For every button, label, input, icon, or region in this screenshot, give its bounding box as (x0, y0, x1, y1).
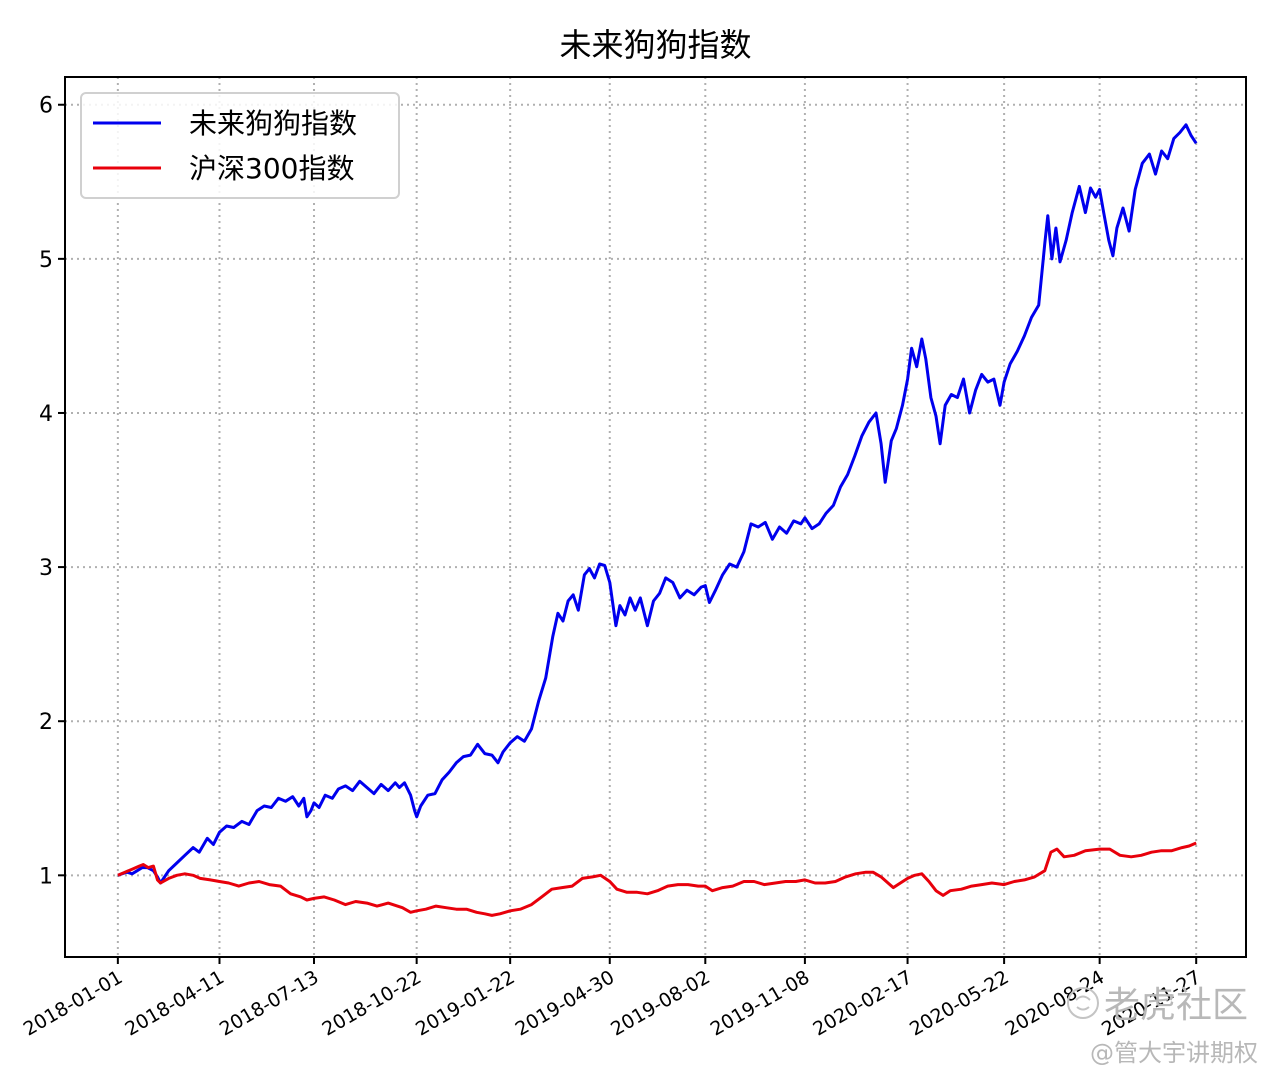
legend-label-1: 未来狗狗指数 (189, 107, 357, 140)
x-tick-label: 2020-08-24 (1002, 966, 1109, 1040)
y-tick-label: 2 (39, 710, 53, 735)
tiger-logo-icon (1067, 987, 1099, 1019)
x-tick-label: 2018-01-01 (20, 966, 127, 1040)
x-tick-label: 2019-04-30 (512, 966, 619, 1040)
x-tick-label: 2018-10-22 (319, 966, 426, 1040)
watermark-credit-text: @管大宇讲期权 (1090, 1039, 1258, 1067)
plot-area-frame (64, 76, 1247, 958)
x-tick-label: 2019-01-22 (412, 966, 519, 1040)
series-line-1 (117, 123, 1198, 885)
legend-box (80, 92, 400, 199)
y-axis-ticks: 1 2 3 4 5 6 (39, 94, 65, 889)
grid-lines (65, 77, 1246, 957)
series-lines (117, 123, 1198, 917)
x-tick-label: 2019-08-02 (607, 966, 714, 1040)
y-tick-label: 3 (39, 556, 53, 581)
x-tick-label: 2018-07-13 (216, 966, 323, 1040)
y-tick-label: 6 (39, 94, 53, 119)
y-tick-label: 4 (39, 402, 53, 427)
y-tick-label: 5 (39, 248, 53, 273)
x-axis-ticks: 2018-01-012018-04-112018-07-132018-10-22… (20, 957, 1205, 1041)
x-tick-label: 2018-04-11 (121, 966, 228, 1040)
legend-label-2: 沪深300指数 (189, 152, 354, 185)
x-tick-label: 2019-11-08 (707, 966, 814, 1040)
x-tick-label: 2020-02-17 (809, 966, 916, 1040)
x-tick-label: 2020-05-22 (906, 966, 1013, 1040)
watermark-logo-text: 老虎社区 (1104, 985, 1248, 1026)
chart-title: 未来狗狗指数 (559, 26, 751, 64)
watermark: 老虎社区 @管大宇讲期权 (1067, 985, 1258, 1067)
y-tick-label: 1 (39, 864, 53, 889)
series-line-2 (117, 841, 1197, 917)
